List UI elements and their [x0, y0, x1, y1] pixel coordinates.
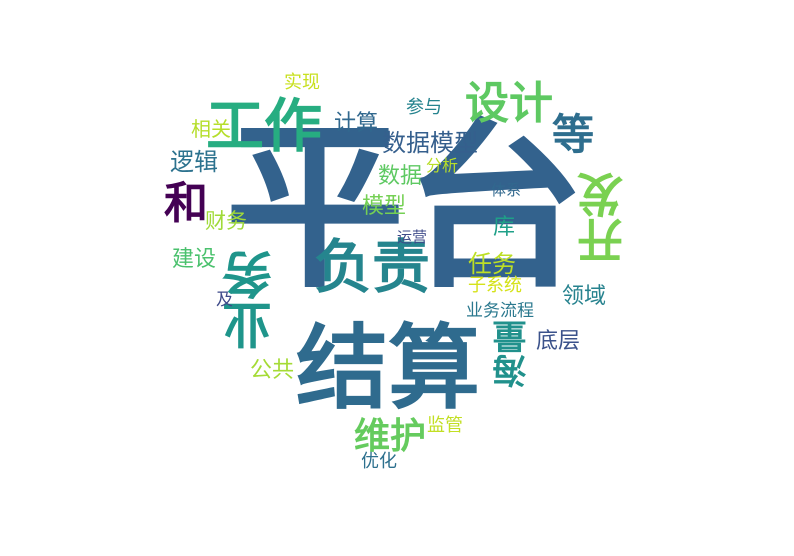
word-gong-gong: 公共	[250, 358, 295, 383]
word-xiang-guan: 相关	[191, 117, 231, 141]
word-can-yu: 参与	[406, 97, 442, 118]
word-cai-wu: 财务	[205, 209, 247, 233]
word-ye-wu: 业务	[221, 250, 280, 350]
word-ku: 库	[493, 215, 516, 240]
word-you-hua: 优化	[361, 451, 397, 472]
word-he: 和	[164, 178, 208, 229]
word-jian-she: 建设	[172, 247, 217, 272]
word-di-ceng: 底层	[536, 329, 581, 354]
word-fu-ze: 负责	[314, 233, 431, 301]
word-ling-yu: 领域	[562, 284, 607, 309]
word-luo-ji: 逻辑	[170, 148, 218, 176]
word-deng: 等	[552, 110, 595, 159]
word-ren-wu: 任务	[468, 250, 516, 278]
word-jie-suan: 结算	[296, 314, 481, 422]
word-ti-xi: 体系	[491, 181, 522, 199]
word-ji-suan: 计算	[334, 111, 379, 136]
word-zi-xi-tong: 子系统	[468, 275, 522, 296]
word-she-ji: 设计	[465, 78, 553, 129]
word-shi-xian: 实现	[284, 72, 320, 93]
word-kai-fa: 开发	[576, 172, 630, 264]
word-shu-ju: 数据	[378, 164, 423, 189]
word-ye-wu-liu-cheng: 业务流程	[466, 301, 534, 321]
word-jian-guan: 监管	[427, 415, 463, 436]
word-fen-xi: 分析	[426, 156, 459, 175]
word-wei-hu: 维护	[354, 415, 427, 457]
word-yun-ying: 运营	[397, 228, 428, 246]
word-gong-zuo: 工作	[206, 92, 323, 160]
word-hai-liang: 海量	[493, 320, 533, 388]
word-ji: 及	[216, 290, 233, 310]
word-mo-xing: 模型	[362, 194, 407, 219]
word-ping-tai: 平台	[225, 102, 586, 313]
word-shu-ju-mo-xing: 数据模型	[382, 129, 478, 157]
